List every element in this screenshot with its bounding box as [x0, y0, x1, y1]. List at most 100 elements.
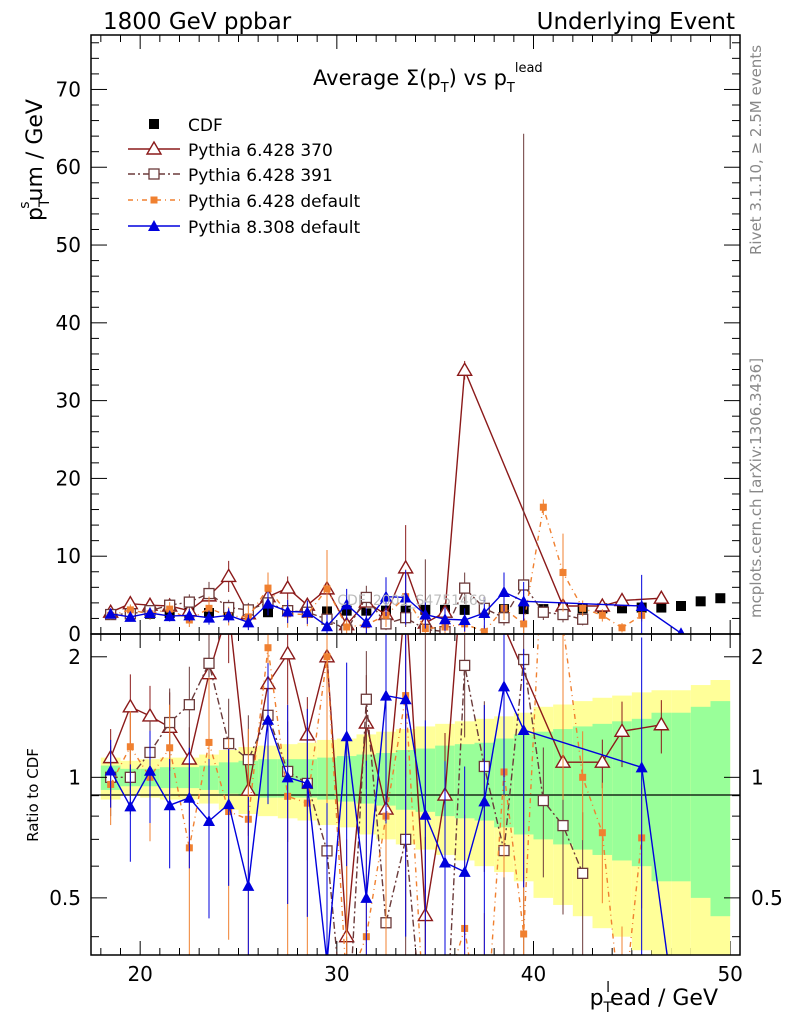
data-point	[579, 604, 587, 612]
y-tick-label: 40	[56, 311, 81, 335]
legend-sample-pythia-8-308-default	[128, 220, 180, 231]
data-point	[419, 608, 432, 620]
data-point	[459, 582, 471, 594]
ratio-point	[301, 777, 314, 789]
ratio-point	[498, 680, 510, 692]
data-point	[220, 568, 237, 583]
data-point	[539, 503, 547, 511]
data-point	[323, 585, 331, 593]
data-point	[439, 613, 451, 625]
ratio-tick-label-right: 0.5	[751, 886, 783, 910]
data-point	[124, 610, 137, 622]
legend-marker	[148, 220, 160, 231]
ratio-point	[166, 744, 174, 752]
data-point	[520, 620, 528, 628]
data-point	[695, 596, 706, 607]
ratio-point	[203, 815, 215, 827]
ratio-point	[203, 657, 215, 669]
data-point	[126, 606, 134, 614]
ratio-tick-label-left: 2	[68, 645, 81, 669]
ratio-point	[144, 764, 156, 776]
data-point	[653, 589, 670, 604]
ratio-band-green	[651, 712, 672, 882]
ratio-point	[163, 799, 176, 811]
data-point	[104, 607, 117, 619]
y-tick-label: 70	[56, 77, 81, 101]
ratio-point	[360, 891, 373, 903]
legend-label-p8-default: Pythia 8.308 default	[188, 218, 361, 238]
ratio-point	[104, 764, 117, 776]
data-point	[166, 605, 174, 613]
legend-label-p6-370: Pythia 6.428 370	[188, 141, 333, 161]
ratio-point	[598, 829, 606, 837]
xlabel-sub: T	[603, 1000, 613, 1016]
legend-sample-pythia-6-428-370	[128, 140, 180, 155]
title-mid: ) vs p	[449, 66, 507, 90]
ratio-point	[183, 699, 195, 711]
ratio-point	[262, 713, 274, 725]
data-point	[380, 590, 392, 602]
y-tick-label: 60	[56, 155, 81, 179]
data-point	[617, 603, 627, 614]
ratio-point	[281, 771, 294, 783]
xlabel-a: p	[590, 986, 604, 1011]
ratio-point	[183, 791, 196, 803]
ylabel-sup: s	[17, 201, 33, 208]
data-point	[618, 624, 626, 632]
data-point	[480, 628, 488, 634]
ratio-point	[419, 808, 432, 820]
legend: CDF Pythia 6.428 370 Pythia 6.428 391 Py…	[128, 116, 361, 238]
ratio-point	[579, 773, 587, 781]
ratio-point	[141, 707, 159, 722]
ratio-point	[458, 865, 471, 877]
x-tick-label: 40	[521, 962, 546, 986]
data-point	[676, 600, 686, 611]
x-tick-label: 50	[717, 962, 742, 986]
ratio-ylabel: Ratio to CDF	[24, 748, 42, 842]
svg-text:pTlead / GeV: pTlead / GeV	[590, 980, 718, 1016]
ratio-frame	[90, 633, 741, 956]
data-point	[163, 610, 176, 622]
ratio-point	[360, 693, 372, 705]
ratio-point	[577, 867, 589, 879]
y-tick-label: 30	[56, 389, 81, 413]
data-point	[242, 616, 255, 628]
ratio-point	[594, 753, 611, 768]
ratio-tick-label-right: 2	[751, 645, 764, 669]
data-point	[262, 597, 274, 609]
ratio-point	[557, 819, 569, 832]
header-right: Underlying Event	[537, 9, 735, 35]
ratio-series-pythia-8-308-default	[104, 634, 668, 955]
data-point	[343, 623, 351, 631]
data-point	[183, 609, 196, 621]
ratio-point	[537, 794, 549, 807]
title-sub2: T	[506, 81, 515, 96]
y-tick-label: 20	[56, 466, 81, 490]
legend-sample-cdf	[149, 119, 159, 129]
data-point	[635, 599, 648, 611]
ratio-point	[520, 930, 528, 938]
legend-marker	[149, 119, 159, 129]
data-point	[656, 602, 667, 613]
ratio-line-pythia-6-428-default	[110, 634, 643, 955]
svg-text:pTsum / GeV: pTsum / GeV	[17, 99, 53, 221]
data-point	[279, 579, 296, 594]
data-point	[517, 595, 530, 607]
ratio-point	[264, 644, 272, 652]
ratio-point	[205, 738, 213, 746]
data-point	[183, 596, 195, 608]
watermark-text: CDF_2001_S4751469	[337, 593, 486, 609]
data-point	[478, 606, 491, 618]
ratio-point	[459, 659, 471, 672]
svg-text:mcplots.cern.ch [arXiv:1306.34: mcplots.cern.ch [arXiv:1306.3436]	[747, 358, 765, 618]
data-point	[321, 620, 333, 632]
data-point	[677, 627, 685, 634]
side-mcplots: mcplots.cern.ch [arXiv:1306.3436]	[747, 358, 765, 618]
ratio-point	[242, 879, 255, 891]
ratio-point	[439, 856, 451, 868]
ratio-tick-label-left: 0.5	[49, 886, 81, 910]
ratio-point	[126, 743, 134, 751]
xlabel-sup: l	[606, 980, 610, 996]
data-point	[205, 604, 213, 612]
